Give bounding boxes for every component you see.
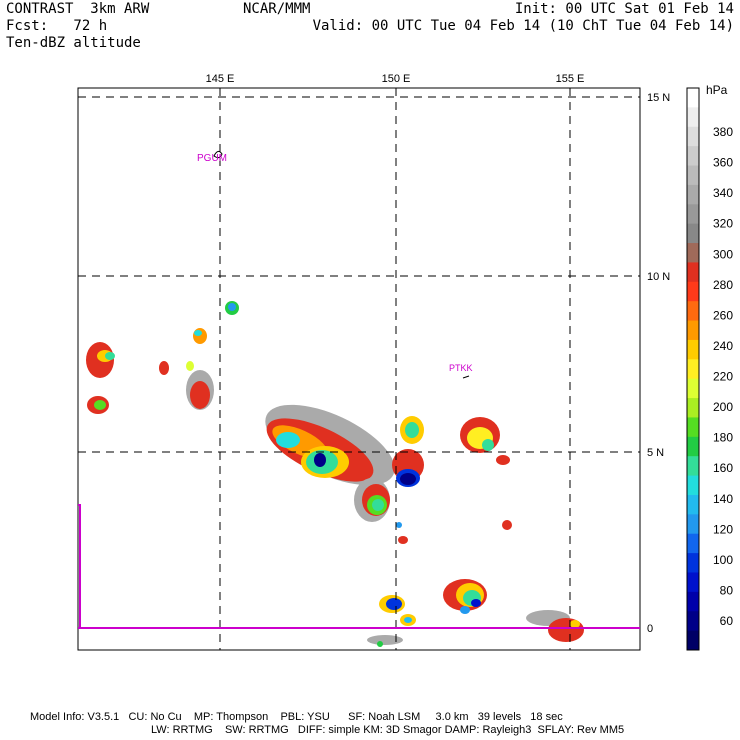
colorbar: 380 360 340 320 300 280 260 240 220 200 180 160 140 1… (686, 87, 734, 651)
colorbar-tick-label: 340 (713, 186, 733, 200)
colorbar-tick-label: 160 (713, 461, 733, 475)
colorbar-swatch (687, 553, 699, 573)
echo-cell (86, 342, 115, 378)
colorbar-swatch (687, 243, 699, 263)
colorbar-tick-label: 180 (713, 431, 733, 445)
echo-cell (87, 396, 109, 414)
colorbar-swatch (687, 301, 699, 322)
colorbar-tick-label: 320 (713, 217, 733, 231)
colorbar-swatch (687, 475, 699, 496)
colorbar-swatch (687, 320, 699, 341)
header-title: CONTRAST 3km ARW (6, 1, 150, 17)
colorbar-swatch (687, 107, 699, 128)
colorbar-swatch (687, 456, 699, 477)
colorbar-tick-label: 200 (713, 400, 733, 414)
colorbar-swatch (687, 339, 699, 360)
colorbar-swatch (687, 398, 699, 418)
echo-cell (265, 404, 395, 486)
colorbar-swatch (687, 533, 699, 554)
footer-model-info: Model Info: V3.5.1 CU: No Cu MP: Thompso… (30, 711, 563, 723)
colorbar-swatch (687, 165, 699, 186)
colorbar-unit: hPa (706, 83, 728, 97)
echo-cell (460, 417, 510, 465)
header-valid-time: Valid: 00 UTC Tue 04 Feb 14 (10 ChT Tue … (312, 18, 734, 34)
colorbar-tick-label: 240 (713, 339, 733, 353)
colorbar-swatch (687, 591, 699, 612)
lon-label-155: 155 E (556, 73, 585, 85)
station-label-pgum: PGUM (197, 153, 227, 164)
echo-cell (159, 361, 169, 375)
colorbar-tick-label: 120 (713, 522, 733, 536)
echo-cell (502, 520, 512, 530)
colorbar-tick-label: 80 (720, 583, 734, 597)
header-init-time: Init: 00 UTC Sat 01 Feb 14 (514, 1, 734, 17)
colorbar-swatch (687, 572, 699, 593)
colorbar-swatch (687, 436, 699, 457)
colorbar-swatch (687, 88, 699, 108)
colorbar-tick-label: 260 (713, 308, 733, 322)
colorbar-swatch (687, 359, 699, 380)
colorbar-swatch (687, 417, 699, 438)
footer-model-physics: LW: RRTMG SW: RRTMG DIFF: simple KM: 3D … (151, 724, 625, 736)
echo-cell (354, 478, 390, 522)
header-field-name: Ten-dBZ altitude (6, 35, 141, 51)
colorbar-swatch (687, 494, 699, 515)
colorbar-swatch (687, 514, 699, 535)
lat-label-10n: 10 N (647, 271, 670, 283)
header-org: NCAR/MMM (243, 1, 311, 17)
colorbar-tick-label: 380 (713, 125, 733, 139)
reflectivity-field (86, 301, 584, 647)
colorbar-swatch (687, 204, 699, 225)
echo-cell (396, 522, 408, 544)
echo-cell (225, 301, 239, 315)
colorbar-swatch (687, 281, 699, 302)
lat-label-5n: 5 N (647, 447, 664, 459)
colorbar-swatch (687, 184, 699, 205)
lat-label-0: 0 (647, 623, 653, 635)
colorbar-tick-label: 300 (713, 247, 733, 261)
station-label-ptkk: PTKK (449, 363, 473, 373)
colorbar-tick-label: 60 (720, 614, 734, 628)
lon-label-145: 145 E (206, 73, 235, 85)
colorbar-tick-label: 360 (713, 156, 733, 170)
echo-cell (526, 610, 584, 642)
colorbar-swatch (687, 146, 699, 167)
echo-cell (193, 328, 207, 344)
colorbar-swatch (687, 262, 699, 283)
header-forecast-hour: Fcst: 72 h (6, 18, 108, 34)
colorbar-swatch (687, 630, 699, 651)
map-frame (77, 87, 641, 651)
echo-cell (392, 416, 424, 487)
graticule (78, 88, 640, 650)
island-outline (213, 150, 223, 159)
colorbar-swatch (687, 223, 699, 244)
echo-cell (186, 361, 214, 410)
lat-label-15n: 15 N (647, 92, 670, 104)
colorbar-swatch (687, 611, 699, 632)
domain-boundary (78, 504, 81, 628)
colorbar-tick-label: 100 (713, 553, 733, 567)
colorbar-swatch (687, 378, 699, 399)
colorbar-tick-label: 140 (713, 492, 733, 506)
colorbar-border (686, 87, 700, 651)
colorbar-tick-label: 280 (713, 278, 733, 292)
echo-cell (443, 579, 487, 614)
island-outline (462, 375, 470, 379)
lon-label-150: 150 E (382, 73, 411, 85)
colorbar-swatch (687, 126, 699, 147)
echo-cell (367, 595, 416, 647)
colorbar-tick-label: 220 (713, 370, 733, 384)
